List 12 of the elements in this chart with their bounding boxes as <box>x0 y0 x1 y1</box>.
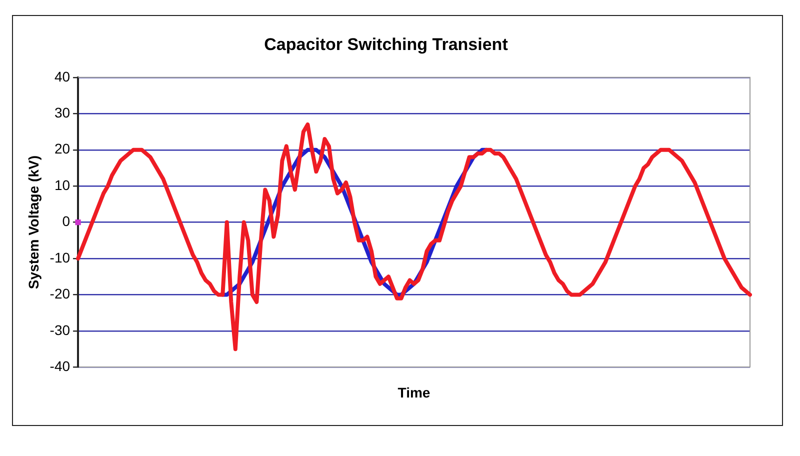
y-axis-title: System Voltage (kV) <box>25 156 42 290</box>
y-tick-label: 10 <box>54 176 70 193</box>
chart-title: Capacitor Switching Transient <box>264 34 508 54</box>
y-tick-label: 40 <box>54 68 70 84</box>
y-tick-label: -20 <box>50 286 70 302</box>
y-tick-label: -30 <box>50 322 70 338</box>
y-tick-label: 20 <box>54 140 70 157</box>
y-tick-label: 0 <box>62 213 70 230</box>
y-tick-label: 30 <box>54 104 70 120</box>
x-axis-title: Time <box>398 384 430 400</box>
y-tick-label: -10 <box>50 249 70 266</box>
y-tick-label: -40 <box>50 358 70 374</box>
